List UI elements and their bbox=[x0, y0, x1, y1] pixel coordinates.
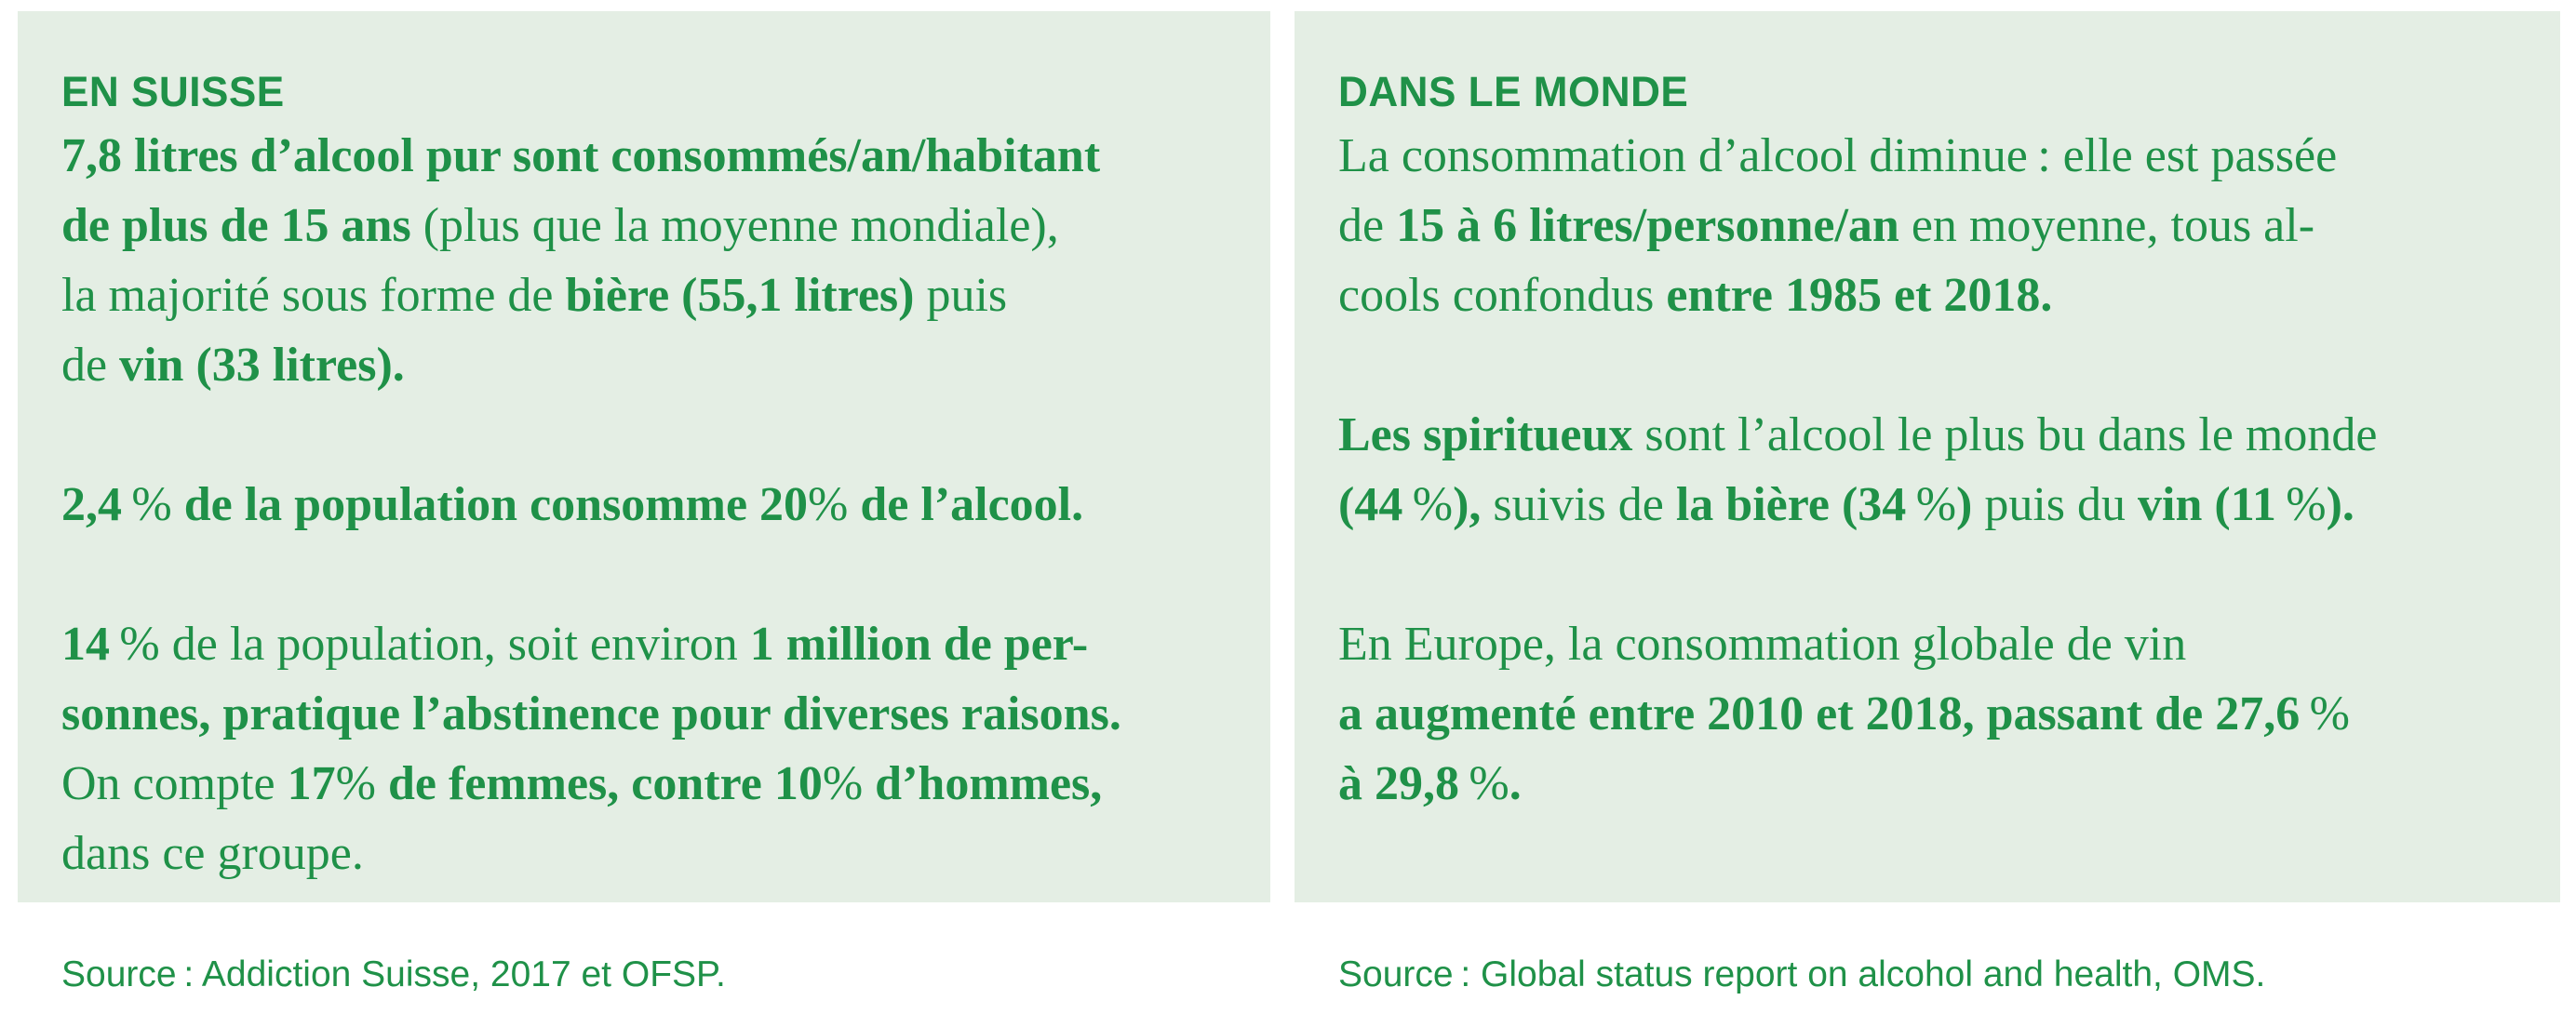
bold-run: 7,8 litres d’alcool pur sont consommés/a… bbox=[61, 129, 1101, 182]
regular-run: % bbox=[335, 757, 376, 810]
bold-run: sonnes, pratique l’abstinence pour diver… bbox=[61, 687, 1121, 740]
bold-run: de la population consomme 20 bbox=[171, 478, 809, 531]
source-note-monde: Source : Global status report on alcohol… bbox=[1338, 954, 2266, 994]
regular-run: de bbox=[1338, 199, 1397, 252]
regular-run: puis bbox=[914, 269, 1008, 322]
regular-run: dans ce groupe. bbox=[61, 827, 364, 880]
bold-run: bière (55,1 litres) bbox=[565, 269, 915, 322]
text-line: La consommation d’alcool diminue : elle … bbox=[1338, 121, 2377, 191]
text-line: la majorité sous forme de bière (55,1 li… bbox=[61, 260, 1121, 330]
regular-run: En Europe, la consommation globale de vi… bbox=[1338, 618, 2187, 671]
panel-heading: EN SUISSE bbox=[61, 68, 285, 115]
text-line: En Europe, la consommation globale de vi… bbox=[1338, 609, 2377, 679]
panel-heading: DANS LE MONDE bbox=[1338, 68, 1689, 115]
bold-run: 14 bbox=[61, 618, 110, 671]
blank-line bbox=[1338, 540, 2377, 609]
regular-run: % bbox=[1906, 478, 1957, 531]
regular-run: la majorité sous forme de bbox=[61, 269, 566, 322]
text-line: (44 %), suivis de la bière (34 %) puis d… bbox=[1338, 470, 2377, 540]
bold-run: à 29,8 bbox=[1338, 757, 1459, 810]
regular-run: cools confondus bbox=[1338, 269, 1667, 322]
regular-run: sont l’alcool le plus bu dans le monde bbox=[1632, 408, 2378, 461]
bold-run: de femmes, contre 10 bbox=[375, 757, 823, 810]
text-line: 2,4 % de la population consomme 20% de l… bbox=[61, 470, 1121, 540]
text-line: de vin (33 litres). bbox=[61, 330, 1121, 400]
bold-run: ), bbox=[1453, 478, 1482, 531]
regular-run: % bbox=[122, 478, 172, 531]
blank-line bbox=[61, 540, 1121, 609]
panel-body: 7,8 litres d’alcool pur sont consommés/a… bbox=[61, 121, 1121, 888]
panel-en-suisse: EN SUISSE 7,8 litres d’alcool pur sont c… bbox=[18, 11, 1270, 902]
text-line: On compte 17% de femmes, contre 10% d’ho… bbox=[61, 749, 1121, 819]
bold-run: 2,4 bbox=[61, 478, 122, 531]
text-line: de 15 à 6 litres/personne/an en moyenne,… bbox=[1338, 191, 2377, 260]
regular-run: suivis de bbox=[1481, 478, 1676, 531]
bold-run: Les spiritueux bbox=[1338, 408, 1633, 461]
bold-run: a augmenté entre 2010 et 2018, passant d… bbox=[1338, 687, 2301, 740]
text-line: sonnes, pratique l’abstinence pour diver… bbox=[61, 679, 1121, 749]
regular-run: % bbox=[1459, 757, 1509, 810]
blank-line bbox=[1338, 330, 2377, 400]
panel-body: La consommation d’alcool diminue : elle … bbox=[1338, 121, 2377, 819]
bold-run: vin (11 bbox=[2138, 478, 2276, 531]
bold-run: la bière (34 bbox=[1675, 478, 1907, 531]
regular-run: % bbox=[808, 478, 849, 531]
regular-run: % bbox=[2300, 687, 2350, 740]
bold-run: . bbox=[1509, 757, 1522, 810]
bold-run: de plus de 15 ans bbox=[61, 199, 411, 252]
regular-run: % bbox=[822, 757, 864, 810]
text-line: 7,8 litres d’alcool pur sont consommés/a… bbox=[61, 121, 1121, 191]
regular-run: % bbox=[1402, 478, 1454, 531]
regular-run: On compte bbox=[61, 757, 288, 810]
bold-run: ) bbox=[1956, 478, 1973, 531]
bold-run: de l’alcool. bbox=[848, 478, 1084, 531]
panel-dans-le-monde: DANS LE MONDE La consommation d’alcool d… bbox=[1295, 11, 2560, 902]
text-line: dans ce groupe. bbox=[61, 819, 1121, 888]
text-line: cools confondus entre 1985 et 2018. bbox=[1338, 260, 2377, 330]
bold-run: (44 bbox=[1338, 478, 1403, 531]
text-line: de plus de 15 ans (plus que la moyenne m… bbox=[61, 191, 1121, 260]
regular-run: de bbox=[61, 339, 120, 392]
source-note-suisse: Source : Addiction Suisse, 2017 et OFSP. bbox=[61, 954, 726, 994]
regular-run: (plus que la moyenne mondiale), bbox=[410, 199, 1059, 252]
blank-line bbox=[61, 400, 1121, 470]
text-line: 14 % de la population, soit environ 1 mi… bbox=[61, 609, 1121, 679]
bold-run: 1 million de per- bbox=[749, 618, 1089, 671]
bold-run: d’hommes, bbox=[863, 757, 1103, 810]
bold-run: ). bbox=[2326, 478, 2355, 531]
regular-run: % bbox=[2275, 478, 2327, 531]
text-line: a augmenté entre 2010 et 2018, passant d… bbox=[1338, 679, 2377, 749]
regular-run: La consommation d’alcool diminue : elle … bbox=[1338, 129, 2338, 182]
regular-run: % bbox=[110, 618, 160, 671]
bold-run: 15 à 6 litres/personne/an bbox=[1396, 199, 1899, 252]
regular-run: de la population, soit environ bbox=[159, 618, 750, 671]
bold-run: 17 bbox=[287, 757, 336, 810]
regular-run: en moyenne, tous al- bbox=[1898, 199, 2315, 252]
text-line: Les spiritueux sont l’alcool le plus bu … bbox=[1338, 400, 2377, 470]
text-line: à 29,8 %. bbox=[1338, 749, 2377, 819]
regular-run: puis du bbox=[1972, 478, 2139, 531]
bold-run: entre 1985 et 2018. bbox=[1666, 269, 2053, 322]
bold-run: vin (33 litres). bbox=[119, 339, 405, 392]
